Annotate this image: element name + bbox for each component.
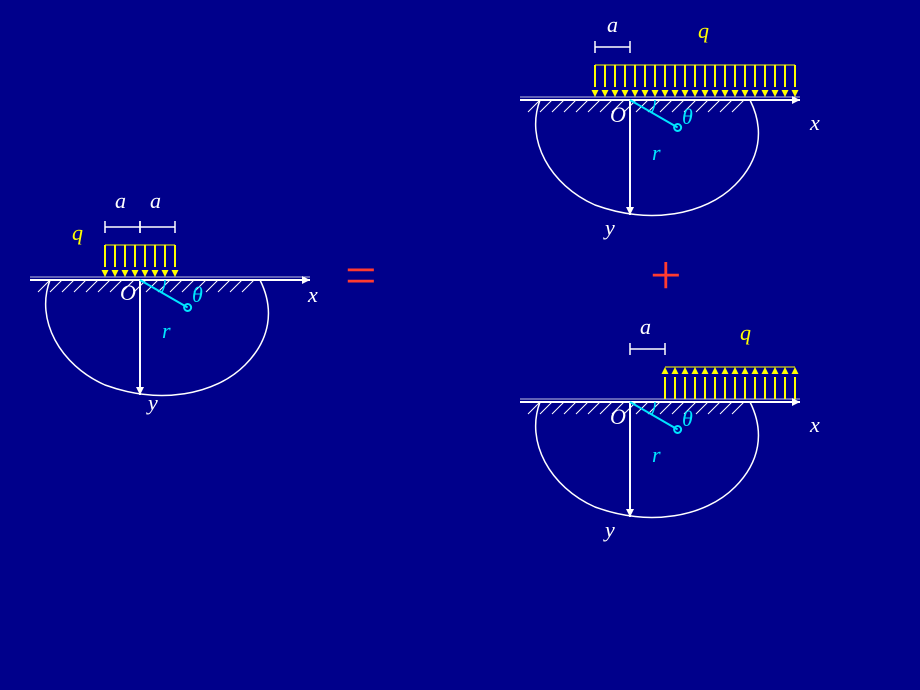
plus-operator: + [650,244,682,308]
label-r: r [652,442,661,468]
r-vector [140,280,188,308]
body-outline [536,100,759,215]
r-vector [630,402,678,430]
label-x: x [810,110,820,136]
label-a-left: a [607,12,618,38]
label-origin: O [610,404,626,430]
panel-bottom-svg [520,312,840,542]
label-a-right: a [640,314,651,340]
label-r: r [162,318,171,344]
label-x: x [810,412,820,438]
panel-top-svg [520,10,840,240]
body-outline [46,280,269,395]
r-vector [630,100,678,128]
label-origin: O [610,102,626,128]
label-x: x [308,282,318,308]
label-q: q [72,220,83,246]
panel-top: q a Ox y rθ [520,10,840,240]
label-y: y [605,517,615,543]
label-y: y [148,390,158,416]
label-origin: O [120,280,136,306]
label-q: q [698,18,709,44]
label-theta: θ [192,282,203,308]
label-theta: θ [682,406,693,432]
label-a-right: a [150,188,161,214]
label-r: r [652,140,661,166]
diagram-stage: qaaOxyrθqaOxyrθqaOxyrθ=+ [0,0,920,690]
body-outline [536,402,759,517]
label-a-left: a [115,188,126,214]
panel-left: q aa Ox y rθ [30,190,350,420]
label-q: q [740,320,751,346]
panel-bottom: q a Ox y rθ [520,312,840,542]
label-theta: θ [682,104,693,130]
label-y: y [605,215,615,241]
equals-operator: = [345,244,377,308]
